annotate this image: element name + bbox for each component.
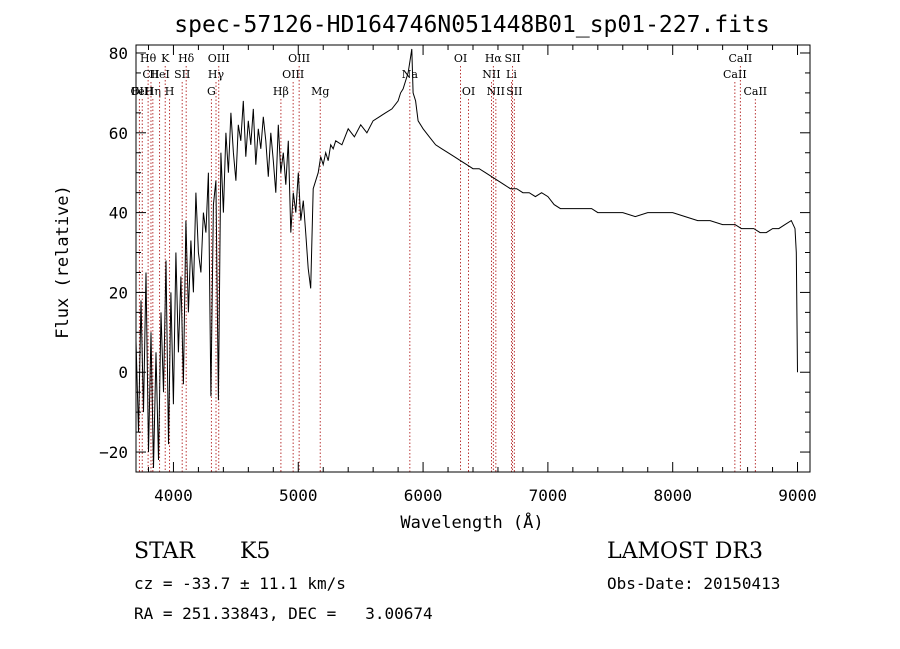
x-tick-label: 8000 [653, 486, 692, 505]
x-tick-label: 6000 [404, 486, 443, 505]
object-class: STAR [134, 539, 195, 564]
spectral-line-label: Hθ [140, 52, 157, 65]
spectral-line-label: HeI [149, 68, 169, 81]
y-axis-label: Flux (relative) [53, 185, 73, 339]
survey-name: LAMOST DR3 [607, 539, 763, 564]
x-tick-label: 7000 [529, 486, 568, 505]
spectral-line-label: Hγ [208, 68, 225, 81]
spectral-line-label: CaII [743, 85, 767, 98]
spectral-line-label: Na [402, 68, 419, 81]
coordinates-radec: RA = 251.33843, DEC = 3.00674 [134, 604, 433, 623]
spectral-line-label: CaII [723, 68, 747, 81]
spectral-line-label: SII [504, 52, 520, 65]
observation-date: Obs-Date: 20150413 [607, 574, 781, 593]
spectral-line-label: K [161, 52, 170, 65]
spectral-line-label: Li [506, 68, 517, 81]
spectral-line-label: SII [506, 85, 522, 98]
spectral-line-label: Hα [485, 52, 503, 65]
spectral-line-label: NII [487, 85, 505, 98]
spectral-line-label: OIII [288, 52, 310, 65]
x-axis-label: Wavelength (Å) [400, 511, 543, 533]
plot-frame [135, 44, 811, 473]
spectral-line-label: G [207, 85, 216, 98]
spectral-line-label: Hδ [178, 52, 195, 65]
spectral-line-label: OI [454, 52, 467, 65]
redshift-cz: cz = -33.7 ± 11.1 km/s [134, 574, 346, 593]
x-tick-label: 9000 [778, 486, 817, 505]
spectral-line-label: Hβ [273, 85, 289, 98]
y-tick-label: 80 [109, 44, 128, 63]
y-tick-label: 60 [109, 124, 128, 143]
spectral-line-label: H [165, 85, 175, 98]
spectral-line-label: SII [174, 68, 190, 81]
spectral-line-label: OII [131, 85, 149, 98]
spectral-line-label: FeII [131, 85, 153, 98]
x-tick-label: 5000 [279, 486, 318, 505]
spectral-line-label: OI [462, 85, 475, 98]
x-tick-label: 4000 [154, 486, 193, 505]
y-tick-label: 0 [118, 363, 128, 382]
spectral-line-label: OIII [208, 52, 230, 65]
spectral-line-label: NII [482, 68, 500, 81]
spectral-line-label: CII [142, 68, 159, 81]
spectral-line-label: CaII [729, 52, 753, 65]
y-tick-label: −20 [99, 443, 128, 462]
chart-title: spec-57126-HD164746N051448B01_sp01-227.f… [174, 12, 769, 38]
spectrum-line [135, 48, 798, 469]
spectral-line-label: Mg [311, 85, 329, 98]
axis-ticks: 4000 5000 6000 7000 8000 9000 −20 0 20 40 60 80 [99, 44, 817, 505]
y-tick-label: 20 [109, 283, 128, 302]
spectral-line-label: Hη [145, 85, 161, 98]
spectral-line-label: OIII [282, 68, 304, 81]
y-tick-label: 40 [109, 204, 128, 223]
object-subclass: K5 [240, 539, 271, 564]
